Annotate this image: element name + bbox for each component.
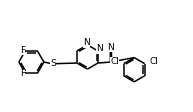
Text: F: F xyxy=(20,46,25,55)
Text: S: S xyxy=(50,59,56,68)
Text: Cl: Cl xyxy=(110,57,119,66)
Text: N: N xyxy=(96,44,102,53)
Text: N: N xyxy=(108,43,114,52)
Text: N: N xyxy=(83,38,90,47)
Text: F: F xyxy=(20,69,25,78)
Text: Cl: Cl xyxy=(149,57,158,66)
